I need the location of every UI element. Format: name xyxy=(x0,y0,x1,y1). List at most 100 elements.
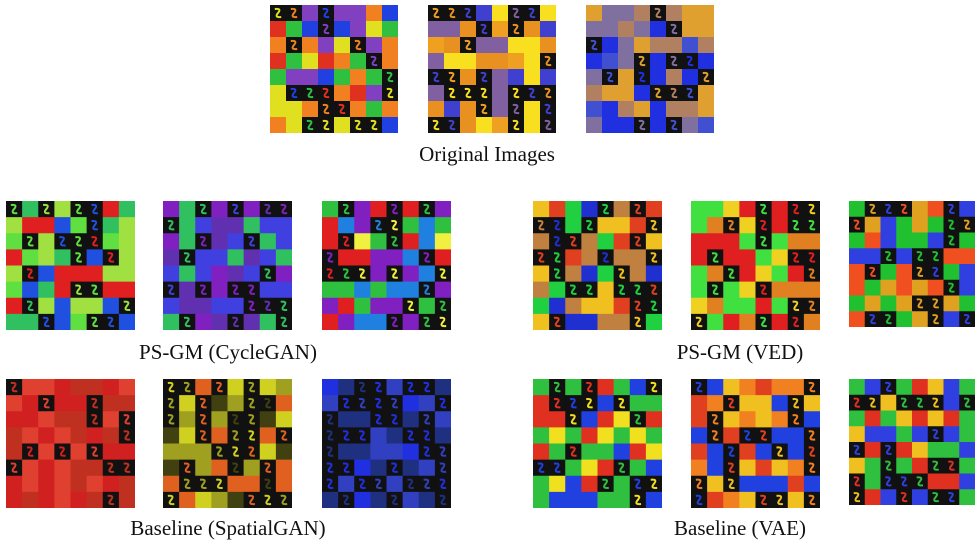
tile xyxy=(370,492,387,508)
tile xyxy=(403,266,420,283)
tile xyxy=(338,444,355,461)
tile xyxy=(614,298,631,315)
tile xyxy=(492,69,509,86)
tile xyxy=(772,201,789,218)
tile xyxy=(322,233,339,250)
tile xyxy=(533,395,550,412)
tile xyxy=(228,298,245,315)
tile xyxy=(772,427,789,444)
tile xyxy=(211,427,228,444)
tile xyxy=(87,476,104,493)
image-grid xyxy=(849,201,975,327)
tile xyxy=(772,282,789,299)
tile xyxy=(756,266,773,283)
tile xyxy=(366,101,383,118)
tile xyxy=(540,21,556,38)
tile xyxy=(618,69,635,86)
tile xyxy=(565,427,582,444)
tile xyxy=(849,426,865,442)
tile xyxy=(691,249,708,266)
tile xyxy=(334,117,351,133)
tile xyxy=(598,411,615,428)
tile xyxy=(195,266,212,283)
tile xyxy=(444,53,461,70)
tile xyxy=(756,395,773,412)
tile xyxy=(428,21,445,38)
tile xyxy=(302,69,319,86)
tile xyxy=(476,53,493,70)
tile xyxy=(565,314,582,330)
tile xyxy=(119,217,135,234)
tile xyxy=(244,201,261,218)
tile xyxy=(881,489,897,505)
tile xyxy=(87,266,104,283)
tile xyxy=(354,201,371,218)
tile xyxy=(682,117,699,133)
tile xyxy=(270,101,287,118)
tile xyxy=(260,282,277,299)
tile xyxy=(598,444,615,461)
tile xyxy=(103,201,120,218)
tile xyxy=(928,233,944,249)
tile xyxy=(54,427,71,444)
image-grid xyxy=(691,201,820,330)
tile xyxy=(598,298,615,315)
tile xyxy=(179,492,196,508)
tile xyxy=(354,492,371,508)
tile xyxy=(71,314,88,330)
tile xyxy=(723,282,740,299)
tile xyxy=(614,427,631,444)
tile xyxy=(419,460,436,477)
tile xyxy=(318,69,335,86)
tile xyxy=(646,233,662,250)
tile xyxy=(163,460,180,477)
tile xyxy=(928,280,944,296)
tile xyxy=(38,444,55,461)
tile xyxy=(260,249,277,266)
tile xyxy=(119,492,135,508)
tile xyxy=(119,314,135,330)
tile xyxy=(698,117,714,133)
tile xyxy=(492,85,509,102)
tile xyxy=(549,476,566,493)
tile xyxy=(586,117,603,133)
tile xyxy=(723,233,740,250)
tile xyxy=(598,217,615,234)
tile xyxy=(928,217,944,233)
tile xyxy=(334,37,351,54)
tile xyxy=(334,21,351,38)
tile xyxy=(103,444,120,461)
tile xyxy=(195,379,212,396)
tile xyxy=(581,427,598,444)
tile xyxy=(756,249,773,266)
tile xyxy=(772,395,789,412)
tile xyxy=(87,460,104,477)
tile xyxy=(103,476,120,493)
tile xyxy=(366,85,383,102)
tile xyxy=(756,379,773,396)
image-grid xyxy=(533,379,662,508)
tile xyxy=(276,395,292,412)
tile xyxy=(22,427,39,444)
tile xyxy=(338,314,355,330)
tile xyxy=(772,379,789,396)
tile xyxy=(533,427,550,444)
tile xyxy=(244,314,261,330)
tile xyxy=(322,217,339,234)
tile xyxy=(179,282,196,299)
tile xyxy=(849,264,865,280)
tile xyxy=(788,266,805,283)
tile xyxy=(944,426,960,442)
tile xyxy=(370,314,387,330)
tile xyxy=(260,444,277,461)
tile xyxy=(650,101,667,118)
tile xyxy=(928,474,944,490)
image-grid xyxy=(691,379,820,508)
tile xyxy=(435,233,451,250)
caption: PS-GM (VED) xyxy=(540,340,940,365)
tile xyxy=(370,266,387,283)
tile xyxy=(739,492,756,508)
tile xyxy=(598,460,615,477)
tile xyxy=(370,427,387,444)
tile xyxy=(6,282,23,299)
